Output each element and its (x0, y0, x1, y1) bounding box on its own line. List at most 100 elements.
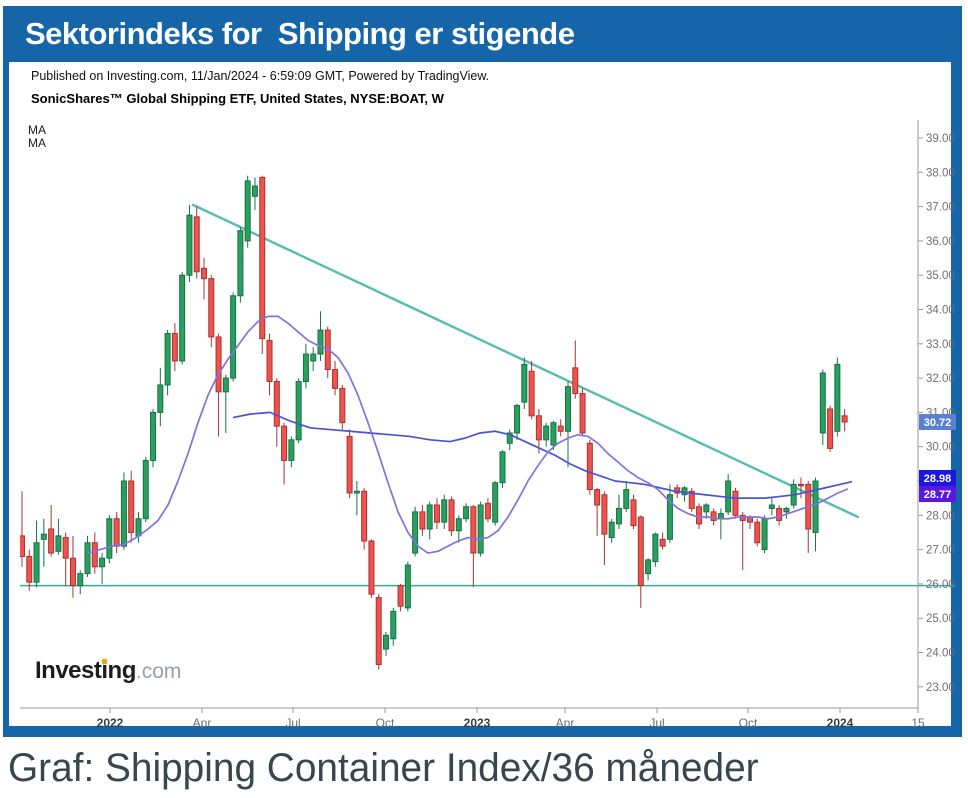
candle (543, 422, 550, 447)
candle (404, 561, 411, 612)
candle (783, 506, 790, 519)
page-title: Sektorindeks for Shipping er stigende (25, 16, 575, 51)
logo-orange-dot: i (101, 657, 108, 684)
candle (84, 535, 91, 578)
candle (346, 429, 353, 499)
svg-text:Oct: Oct (739, 716, 758, 730)
candle (761, 515, 768, 554)
candle (48, 505, 55, 557)
candle (390, 607, 397, 646)
candle (201, 258, 207, 300)
published-line: Published on Investing.com, 11/Jan/2024 … (31, 69, 490, 83)
candle (383, 631, 389, 656)
svg-text:28.77: 28.77 (924, 489, 952, 501)
candle (797, 477, 804, 499)
candle (171, 323, 178, 372)
candle (237, 227, 244, 303)
x-axis-labels: 2022 Apr Jul Oct 2023 Apr Jul Oct 2024 15 (97, 708, 925, 730)
y-axis-labels: 23.0024.0025.0026.0027.0028.0029.0030.00… (918, 133, 955, 694)
candle (579, 388, 586, 437)
candle (827, 405, 834, 452)
svg-text:2022: 2022 (97, 716, 124, 730)
candle (659, 532, 666, 550)
candle (251, 177, 258, 211)
investing-logo-suffix: .com (135, 660, 182, 683)
candle (521, 357, 528, 409)
candle (120, 472, 127, 550)
svg-text:30.72: 30.72 (924, 417, 952, 429)
candle (441, 494, 448, 530)
candle (310, 347, 317, 372)
symbol-line: SonicShares™ Global Shipping ETF, United… (31, 91, 444, 106)
svg-text:Jul: Jul (649, 716, 664, 730)
svg-text:33.00: 33.00 (926, 339, 955, 351)
candle (586, 439, 593, 495)
candle (215, 333, 222, 437)
candle (499, 450, 506, 488)
candle (281, 422, 288, 485)
candle (739, 511, 746, 571)
svg-text:MA: MA (28, 123, 46, 137)
candle (332, 360, 339, 396)
candle (550, 420, 557, 451)
svg-text:30.00: 30.00 (926, 442, 955, 454)
candlestick-chart-svg: 23.0024.0025.0026.0027.0028.0029.0030.00… (19, 120, 956, 730)
candle (645, 558, 652, 581)
candle (768, 498, 775, 516)
candle (615, 494, 622, 530)
candle (535, 408, 542, 454)
svg-text:15: 15 (911, 716, 925, 730)
candle (339, 384, 346, 430)
chart-content: Published on Investing.com, 11/Jan/2024 … (3, 62, 962, 737)
candle (266, 333, 273, 396)
candle (375, 594, 382, 670)
candle (688, 487, 695, 512)
candle (302, 343, 309, 389)
candle (725, 474, 732, 516)
svg-text:23.00: 23.00 (926, 682, 955, 694)
candle (295, 378, 302, 444)
candle (696, 503, 703, 530)
price-tag-last-price: 30.72 (919, 414, 956, 430)
svg-text:34.00: 34.00 (926, 305, 955, 317)
candle (681, 486, 688, 502)
candle (324, 326, 331, 379)
candle (353, 481, 360, 516)
candle (666, 484, 673, 543)
svg-text:32.00: 32.00 (926, 373, 955, 385)
candle (812, 477, 819, 552)
candle (157, 367, 164, 427)
candle (717, 508, 724, 540)
candle (819, 369, 826, 445)
candle (470, 505, 477, 588)
candle (40, 518, 47, 567)
candle (637, 515, 644, 608)
candle (26, 549, 33, 591)
candles-group (19, 175, 848, 670)
candle (179, 271, 186, 365)
candle (754, 518, 761, 547)
candle (732, 487, 739, 519)
candle (652, 532, 659, 567)
candle (703, 503, 710, 519)
candle (106, 515, 113, 564)
axes (20, 120, 919, 709)
title-bar: Sektorindeks for Shipping er stigende (3, 6, 962, 62)
candle (150, 408, 157, 468)
price-tag-ma-fast-value: 28.77 (919, 486, 956, 502)
chart-caption: Graf: Shipping Container Index/36 månede… (8, 746, 759, 790)
svg-text:36.00: 36.00 (926, 236, 955, 248)
candle (193, 206, 200, 279)
svg-text:35.00: 35.00 (926, 270, 955, 282)
svg-text:39.00: 39.00 (926, 133, 955, 145)
candle (412, 506, 419, 557)
investing-logo: Investing.com (35, 657, 181, 685)
candle (477, 501, 484, 557)
candle (33, 520, 40, 588)
candle (565, 381, 571, 468)
candle (99, 553, 106, 584)
candle (91, 532, 98, 574)
candle (841, 408, 848, 432)
svg-text:28.98: 28.98 (924, 473, 952, 485)
